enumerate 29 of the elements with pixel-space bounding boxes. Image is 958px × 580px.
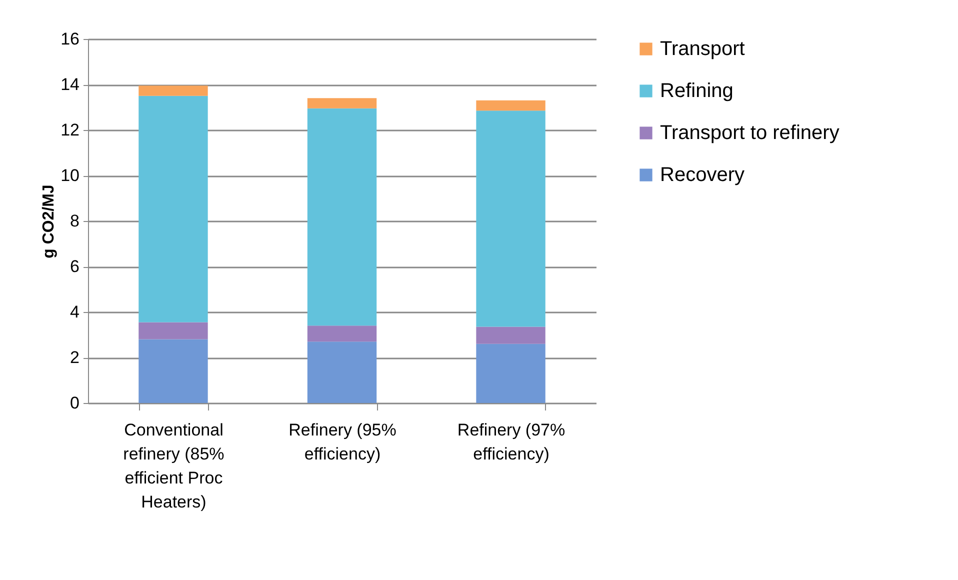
bar xyxy=(307,342,377,403)
y-tick-label: 14 xyxy=(60,75,80,94)
bar xyxy=(476,100,546,111)
bar xyxy=(476,110,546,327)
bar xyxy=(307,98,377,108)
bar xyxy=(138,86,208,96)
legend-label: Transport xyxy=(660,38,746,60)
y-tick-label: 4 xyxy=(70,302,80,322)
y-tick-label: 8 xyxy=(70,212,80,230)
y-axis-title: g CO2/MJ xyxy=(40,184,58,258)
legend-label: Refining xyxy=(660,80,734,102)
bar xyxy=(138,322,208,340)
bar xyxy=(138,96,208,322)
y-tick-label: 10 xyxy=(60,166,80,185)
y-tick-label: 16 xyxy=(60,30,80,48)
y-tick-label: 6 xyxy=(70,257,80,276)
y-tick-label: 12 xyxy=(60,120,80,140)
legend-label: Recovery xyxy=(660,164,744,186)
x-tick-label: Conventional refinery (85% efficient Proc Heaters) xyxy=(123,420,224,512)
y-tick-label: 0 xyxy=(70,394,80,412)
bar xyxy=(476,344,546,403)
legend-label: Transport to refinery xyxy=(660,122,840,144)
bar xyxy=(307,108,377,326)
y-tick-label: 2 xyxy=(70,348,80,367)
bar xyxy=(476,326,546,344)
x-tick-label: Refinery (97% efficiency) xyxy=(457,420,566,464)
bar xyxy=(307,326,377,342)
bar xyxy=(138,339,208,403)
x-tick-label: Refinery (95% efficiency) xyxy=(288,420,396,464)
